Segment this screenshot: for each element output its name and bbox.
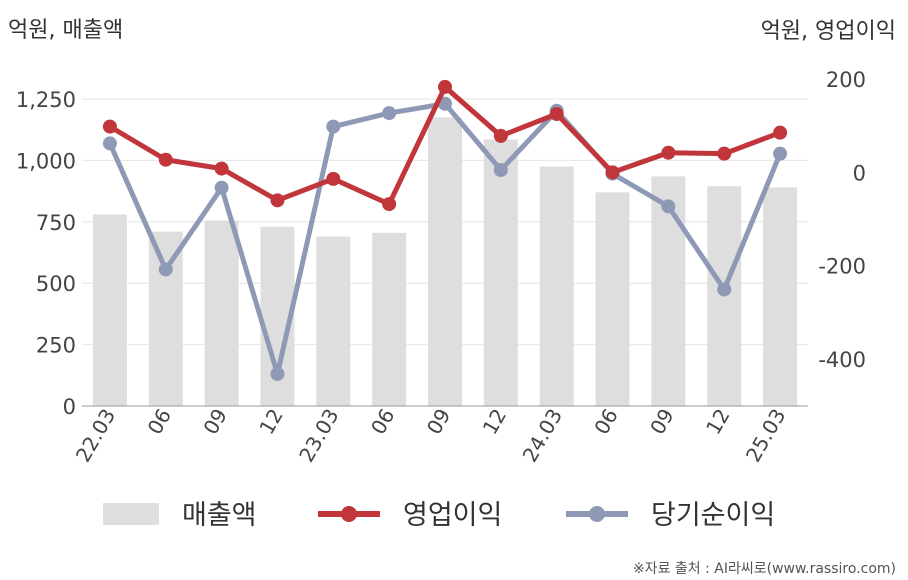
point-net xyxy=(382,106,397,121)
x-tick-label: 25.03 xyxy=(741,405,790,467)
point-operating xyxy=(773,125,788,140)
x-tick-label: 12 xyxy=(701,405,735,439)
left-tick-label: 1,250 xyxy=(16,88,76,112)
legend-marker-net xyxy=(589,506,605,522)
bar-sales xyxy=(539,166,574,406)
legend-label-sales: 매출액 xyxy=(182,500,257,531)
left-tick-label: 250 xyxy=(36,334,76,358)
point-net xyxy=(102,136,117,151)
line-series xyxy=(102,79,788,381)
x-tick-label: 22.03 xyxy=(71,405,120,467)
point-operating xyxy=(382,197,397,212)
bar-sales xyxy=(316,236,351,406)
x-tick-label: 12 xyxy=(478,405,512,439)
left-y-ticks: 0 250 500 750 1,000 1,250 xyxy=(16,88,76,419)
point-operating xyxy=(717,146,732,161)
left-tick-label: 1,000 xyxy=(16,149,76,173)
bar-sales xyxy=(428,117,462,407)
point-operating xyxy=(158,152,173,167)
point-net xyxy=(493,163,508,177)
right-tick-label: -200 xyxy=(818,255,866,279)
source-note: ※자료 출처 : AI라씨로(www.rassiro.com) xyxy=(633,561,896,577)
left-tick-label: 500 xyxy=(36,272,76,296)
legend: 매출액 영업이익 당기순이익 xyxy=(103,500,775,531)
legend-swatch-sales xyxy=(103,503,159,525)
left-tick-label: 750 xyxy=(36,211,76,235)
right-axis-unit: 억원, 영업이익 xyxy=(761,19,896,44)
point-net xyxy=(158,262,173,277)
point-operating xyxy=(605,165,620,180)
point-operating xyxy=(102,119,117,134)
x-tick-label: 12 xyxy=(254,405,288,439)
legend-label-operating: 영업이익 xyxy=(403,500,502,531)
legend-marker-operating xyxy=(341,506,357,522)
legend-label-net: 당기순이익 xyxy=(651,500,775,531)
point-operating xyxy=(493,128,508,143)
point-net xyxy=(326,119,341,134)
bar-sales xyxy=(483,139,518,407)
bar-sales xyxy=(595,192,630,406)
point-net xyxy=(214,180,229,195)
point-operating xyxy=(214,161,229,176)
point-operating xyxy=(270,193,285,208)
bar-sales xyxy=(92,214,127,406)
right-tick-label: 200 xyxy=(826,68,866,92)
x-tick-label: 09 xyxy=(645,405,679,439)
right-tick-label: 0 xyxy=(853,161,866,185)
point-net xyxy=(661,199,676,214)
point-net xyxy=(717,282,732,297)
left-axis-unit: 억원, 매출액 xyxy=(8,18,123,43)
x-tick-label: 06 xyxy=(589,405,623,439)
point-operating xyxy=(326,171,341,186)
point-operating xyxy=(661,145,676,160)
bar-sales xyxy=(763,187,798,406)
point-operating xyxy=(438,79,452,94)
x-tick-label: 23.03 xyxy=(294,405,343,467)
point-net xyxy=(270,366,285,381)
left-tick-label: 0 xyxy=(63,395,76,419)
point-net xyxy=(773,146,788,161)
x-tick-label: 06 xyxy=(143,405,177,439)
x-tick-label: 09 xyxy=(422,405,456,439)
bar-sales xyxy=(651,176,686,406)
point-operating xyxy=(549,107,564,121)
right-tick-label: -400 xyxy=(818,348,866,372)
right-y-ticks: -400 -200 0 200 xyxy=(818,68,866,372)
bar-series xyxy=(92,117,798,407)
x-ticks: 22.03 06 09 12 23.03 06 09 12 24.03 06 09 12 25.03 xyxy=(71,405,791,467)
x-tick-label: 09 xyxy=(198,405,232,439)
bar-sales xyxy=(372,232,407,406)
bar-sales xyxy=(148,231,183,406)
x-tick-label: 06 xyxy=(366,405,400,439)
bar-sales xyxy=(204,220,239,406)
x-tick-label: 24.03 xyxy=(518,405,567,467)
point-net xyxy=(438,96,452,111)
